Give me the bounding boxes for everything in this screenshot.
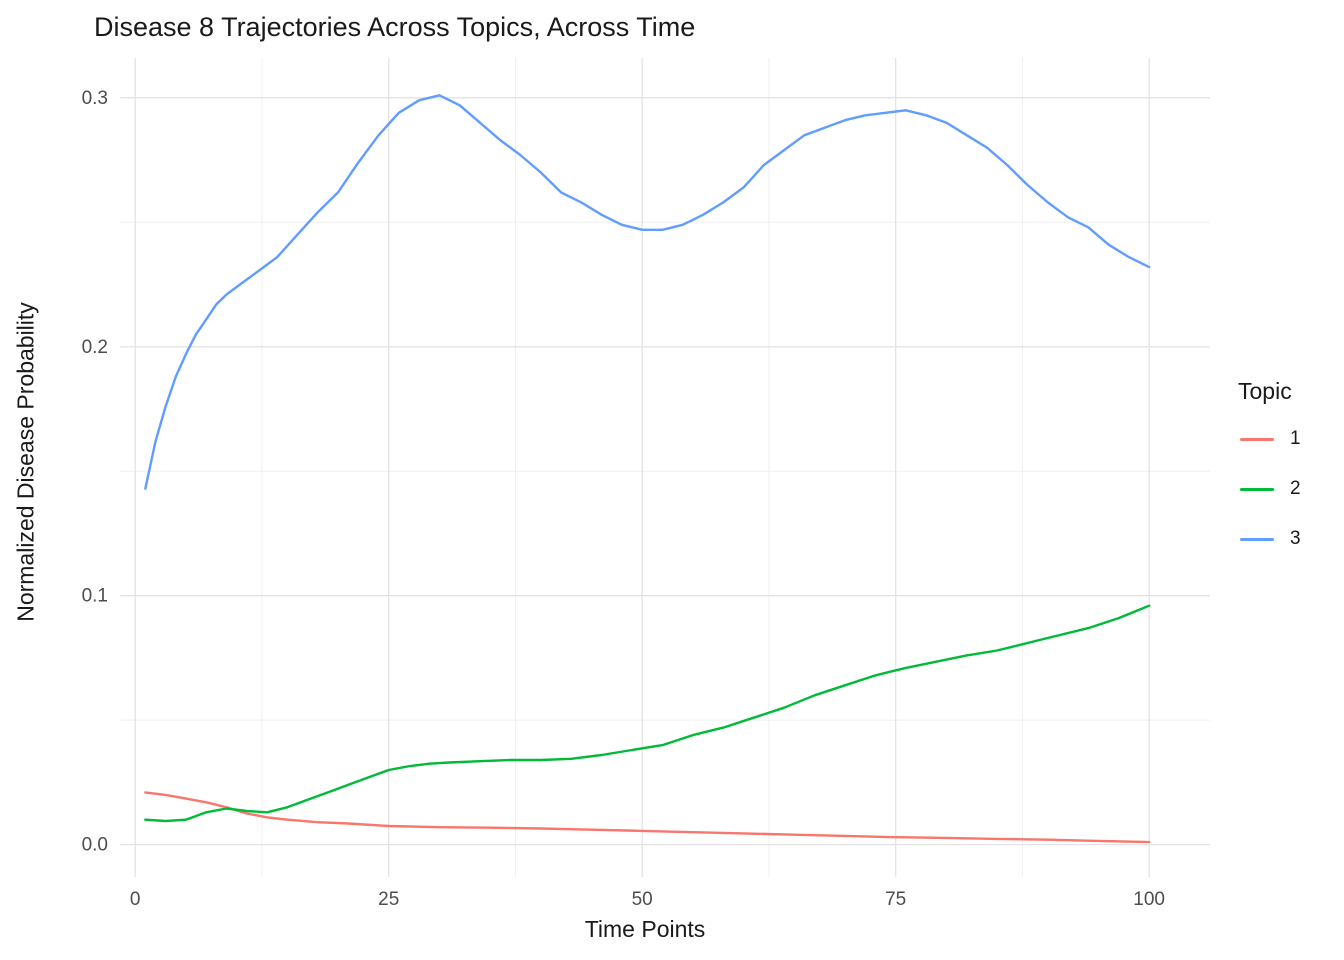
legend-key-line-icon (1240, 537, 1274, 541)
series-line-topic-3 (144, 94, 1151, 490)
x-tick-label: 75 (885, 889, 906, 910)
y-tick-label: 0.2 (82, 337, 108, 358)
legend-entry-label: 1 (1290, 428, 1301, 449)
y-tick-label: 0.3 (82, 88, 108, 109)
x-axis-label: Time Points (584, 916, 706, 942)
x-tick-label: 100 (1133, 889, 1165, 910)
x-tick-label: 50 (632, 889, 653, 910)
legend-entry-label: 2 (1290, 478, 1301, 499)
series-line-topic-1 (144, 791, 1151, 844)
x-tick-label: 25 (378, 889, 399, 910)
y-tick-label: 0.1 (82, 586, 108, 607)
series-line-topic-2 (144, 604, 1151, 823)
legend-key-line-icon (1240, 437, 1274, 441)
legend-entry: 3 (1238, 514, 1301, 564)
chart-title: Disease 8 Trajectories Across Topics, Ac… (94, 12, 696, 42)
legend-entry: 1 (1238, 414, 1301, 464)
legend-key-line-icon (1240, 487, 1274, 491)
legend: Topic 1 2 3 (1238, 376, 1301, 564)
x-tick-label: 0 (130, 889, 141, 910)
legend-entries: 1 2 3 (1238, 414, 1301, 564)
y-tick-label: 0.0 (82, 835, 108, 856)
legend-key (1238, 537, 1276, 541)
legend-title: Topic (1238, 378, 1292, 404)
legend-entry: 2 (1238, 464, 1301, 514)
legend-key (1238, 487, 1276, 491)
legend-key (1238, 437, 1276, 441)
legend-entry-label: 3 (1290, 528, 1301, 549)
